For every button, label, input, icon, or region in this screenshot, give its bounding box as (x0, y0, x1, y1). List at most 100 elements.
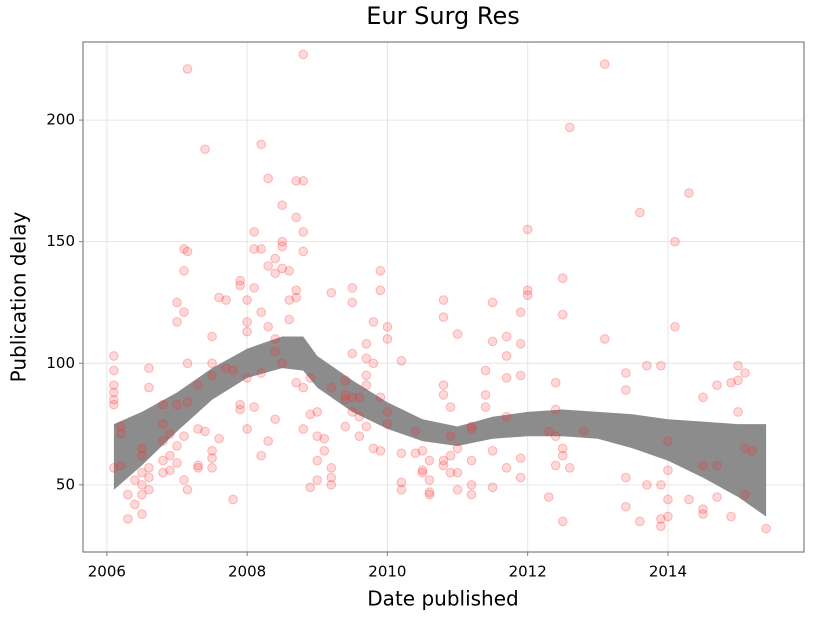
point (347, 348, 358, 359)
point (109, 463, 119, 473)
point (501, 411, 512, 422)
point (340, 394, 351, 405)
point (382, 419, 393, 429)
chart-title: Eur Surg Res (366, 2, 520, 30)
point (137, 489, 147, 500)
point (312, 407, 323, 417)
point (487, 482, 498, 493)
point (144, 363, 154, 373)
point (438, 380, 449, 390)
point (684, 494, 694, 505)
point (557, 450, 568, 461)
point (312, 431, 323, 442)
point (747, 446, 757, 456)
point (740, 489, 750, 500)
point (305, 482, 316, 493)
point (277, 358, 287, 369)
point (270, 268, 280, 279)
point (550, 431, 561, 442)
point (417, 465, 428, 476)
point (424, 455, 435, 466)
point (158, 455, 168, 466)
point (326, 472, 337, 483)
point (515, 307, 526, 318)
point (347, 392, 358, 403)
point (375, 266, 386, 276)
point (761, 523, 771, 534)
point (621, 472, 631, 483)
point (270, 334, 280, 344)
point (396, 477, 407, 488)
point (361, 339, 372, 349)
point (712, 380, 722, 390)
point (712, 460, 722, 471)
point (298, 227, 309, 237)
point (382, 407, 393, 417)
point (445, 467, 456, 478)
point (179, 431, 189, 442)
point (179, 475, 189, 485)
point (375, 392, 386, 403)
point (354, 431, 365, 442)
point (249, 227, 259, 237)
point (522, 224, 533, 235)
point (361, 353, 372, 364)
point (193, 380, 203, 390)
point (123, 489, 133, 500)
point (270, 346, 280, 356)
y-tick-label: 200 (46, 111, 75, 129)
point (200, 144, 210, 155)
point (361, 380, 372, 390)
point (557, 516, 568, 527)
x-tick-label: 2014 (649, 563, 687, 581)
point (663, 465, 673, 476)
y-tick-label: 50 (56, 475, 75, 493)
point (501, 373, 512, 383)
point (179, 307, 189, 318)
point (438, 312, 449, 322)
point (172, 297, 182, 308)
point (312, 455, 323, 466)
point (291, 377, 302, 388)
point (319, 433, 330, 444)
point (144, 382, 154, 393)
point (466, 480, 477, 490)
point (207, 358, 217, 369)
point (340, 390, 351, 400)
point (193, 463, 203, 473)
point (256, 450, 266, 461)
point (670, 236, 680, 247)
point (116, 421, 126, 432)
point (263, 436, 273, 446)
point (663, 436, 673, 446)
point (326, 382, 337, 393)
point (733, 407, 743, 417)
point (207, 446, 217, 456)
point (172, 441, 182, 451)
point (242, 317, 252, 327)
point (116, 429, 126, 439)
point (417, 446, 428, 456)
x-axis-title: Date published (367, 587, 518, 611)
point (396, 356, 407, 366)
point (740, 443, 750, 454)
point (249, 244, 259, 254)
point (242, 326, 252, 337)
point (249, 283, 259, 293)
point (656, 521, 666, 532)
point (600, 334, 610, 344)
point (305, 373, 316, 383)
point (635, 516, 645, 527)
point (200, 426, 210, 437)
point (179, 244, 189, 254)
point (480, 402, 491, 412)
point (221, 363, 231, 373)
point (193, 460, 203, 471)
point (480, 390, 491, 400)
point (368, 317, 379, 327)
point (712, 492, 722, 502)
point (137, 443, 147, 454)
point (445, 450, 456, 461)
point (165, 450, 175, 461)
